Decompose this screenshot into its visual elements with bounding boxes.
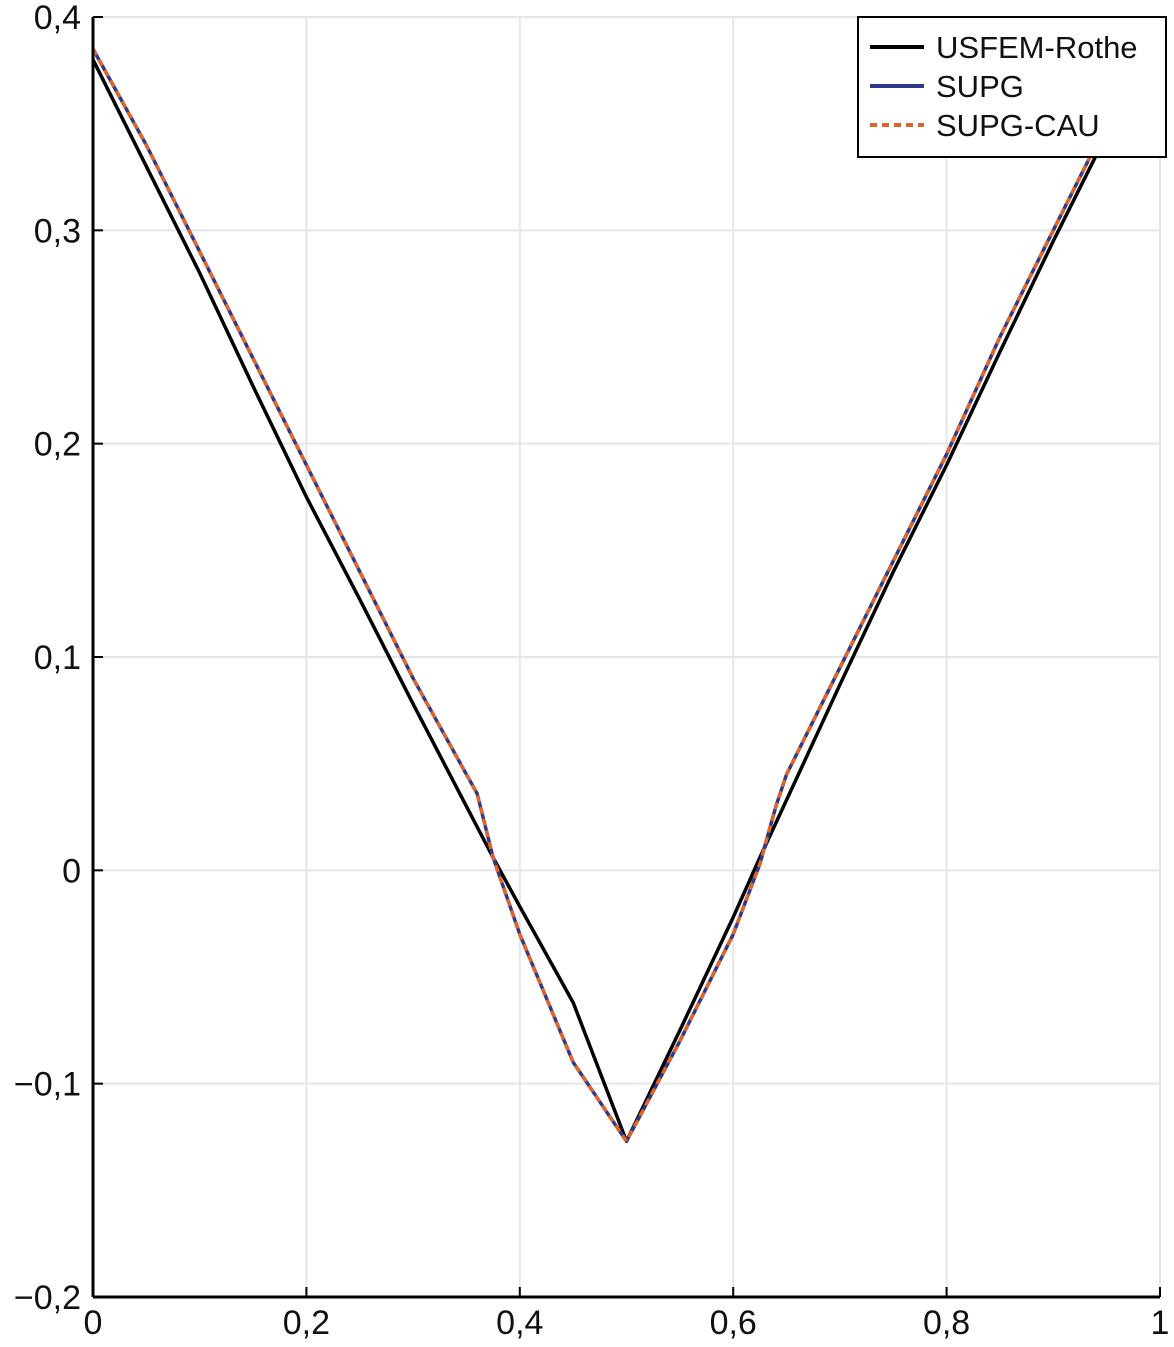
legend: USFEM-Rothe SUPG SUPG-CAU (857, 16, 1167, 158)
series-line-usfem-rothe (91, 58, 1119, 1144)
legend-label: SUPG-CAU (936, 108, 1100, 143)
x-tick-label: 0,4 (496, 1304, 543, 1342)
x-axis-ticks: 0 0,2 0,4 0,6 0,8 1 (84, 1287, 1170, 1342)
y-axis-ticks: 0,4 0,3 0,2 0,1 0 −0,1 −0,2 (14, 0, 103, 1317)
grid-lines (93, 16, 1161, 1297)
y-tick-label: 0,2 (34, 426, 81, 464)
y-tick-label: 0 (62, 852, 81, 890)
x-tick-label: 0,8 (923, 1304, 970, 1342)
x-tick-label: 0,6 (710, 1304, 757, 1342)
series-layer (91, 48, 1119, 1144)
y-tick-label: 0,3 (34, 212, 81, 250)
legend-label: USFEM-Rothe (936, 30, 1138, 65)
x-tick-label: 0,2 (283, 1304, 330, 1342)
y-tick-label: −0,2 (14, 1279, 81, 1317)
y-tick-label: −0,1 (14, 1066, 81, 1104)
y-tick-label: 0,1 (34, 639, 81, 677)
x-tick-label: 1 (1151, 1304, 1170, 1342)
series-line-supg (91, 48, 1119, 1144)
series-line-supg-cau (91, 48, 1119, 1144)
y-tick-label: 0,4 (34, 0, 81, 37)
x-tick-label: 0 (84, 1304, 103, 1342)
legend-label: SUPG (936, 69, 1024, 104)
